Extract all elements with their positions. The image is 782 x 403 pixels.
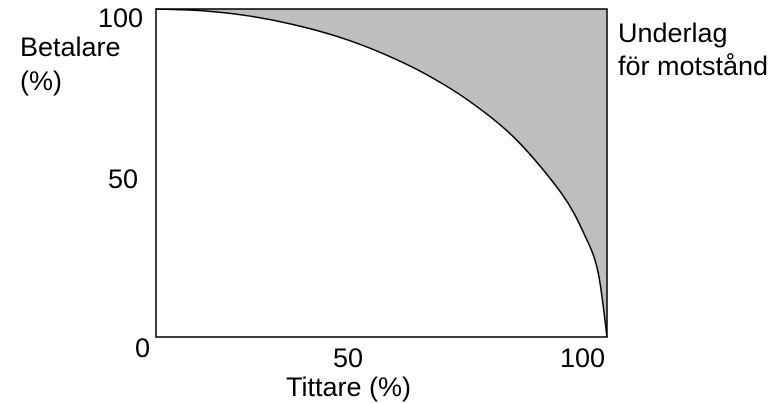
y-tick-label-100: 100 — [98, 3, 143, 33]
y-axis-label-line2: (%) — [20, 66, 62, 96]
area-layer — [156, 9, 607, 337]
series-line — [155, 8, 608, 338]
x-axis-label: Tittare (%) — [286, 372, 411, 402]
curve-layer — [155, 8, 608, 338]
x-tick-label-100: 100 — [560, 343, 605, 373]
y-axis-label-line1: Betalare — [20, 32, 121, 62]
area-label-line2: för motstånd — [618, 51, 768, 81]
shaded-area — [156, 9, 607, 337]
area-label-line1: Underlag — [618, 18, 728, 48]
plot-frame — [155, 8, 608, 338]
x-tick-label-50: 50 — [333, 343, 363, 373]
frame-layer — [155, 8, 608, 338]
y-tick-label-0: 0 — [135, 333, 150, 363]
y-tick-label-50: 50 — [108, 164, 138, 194]
